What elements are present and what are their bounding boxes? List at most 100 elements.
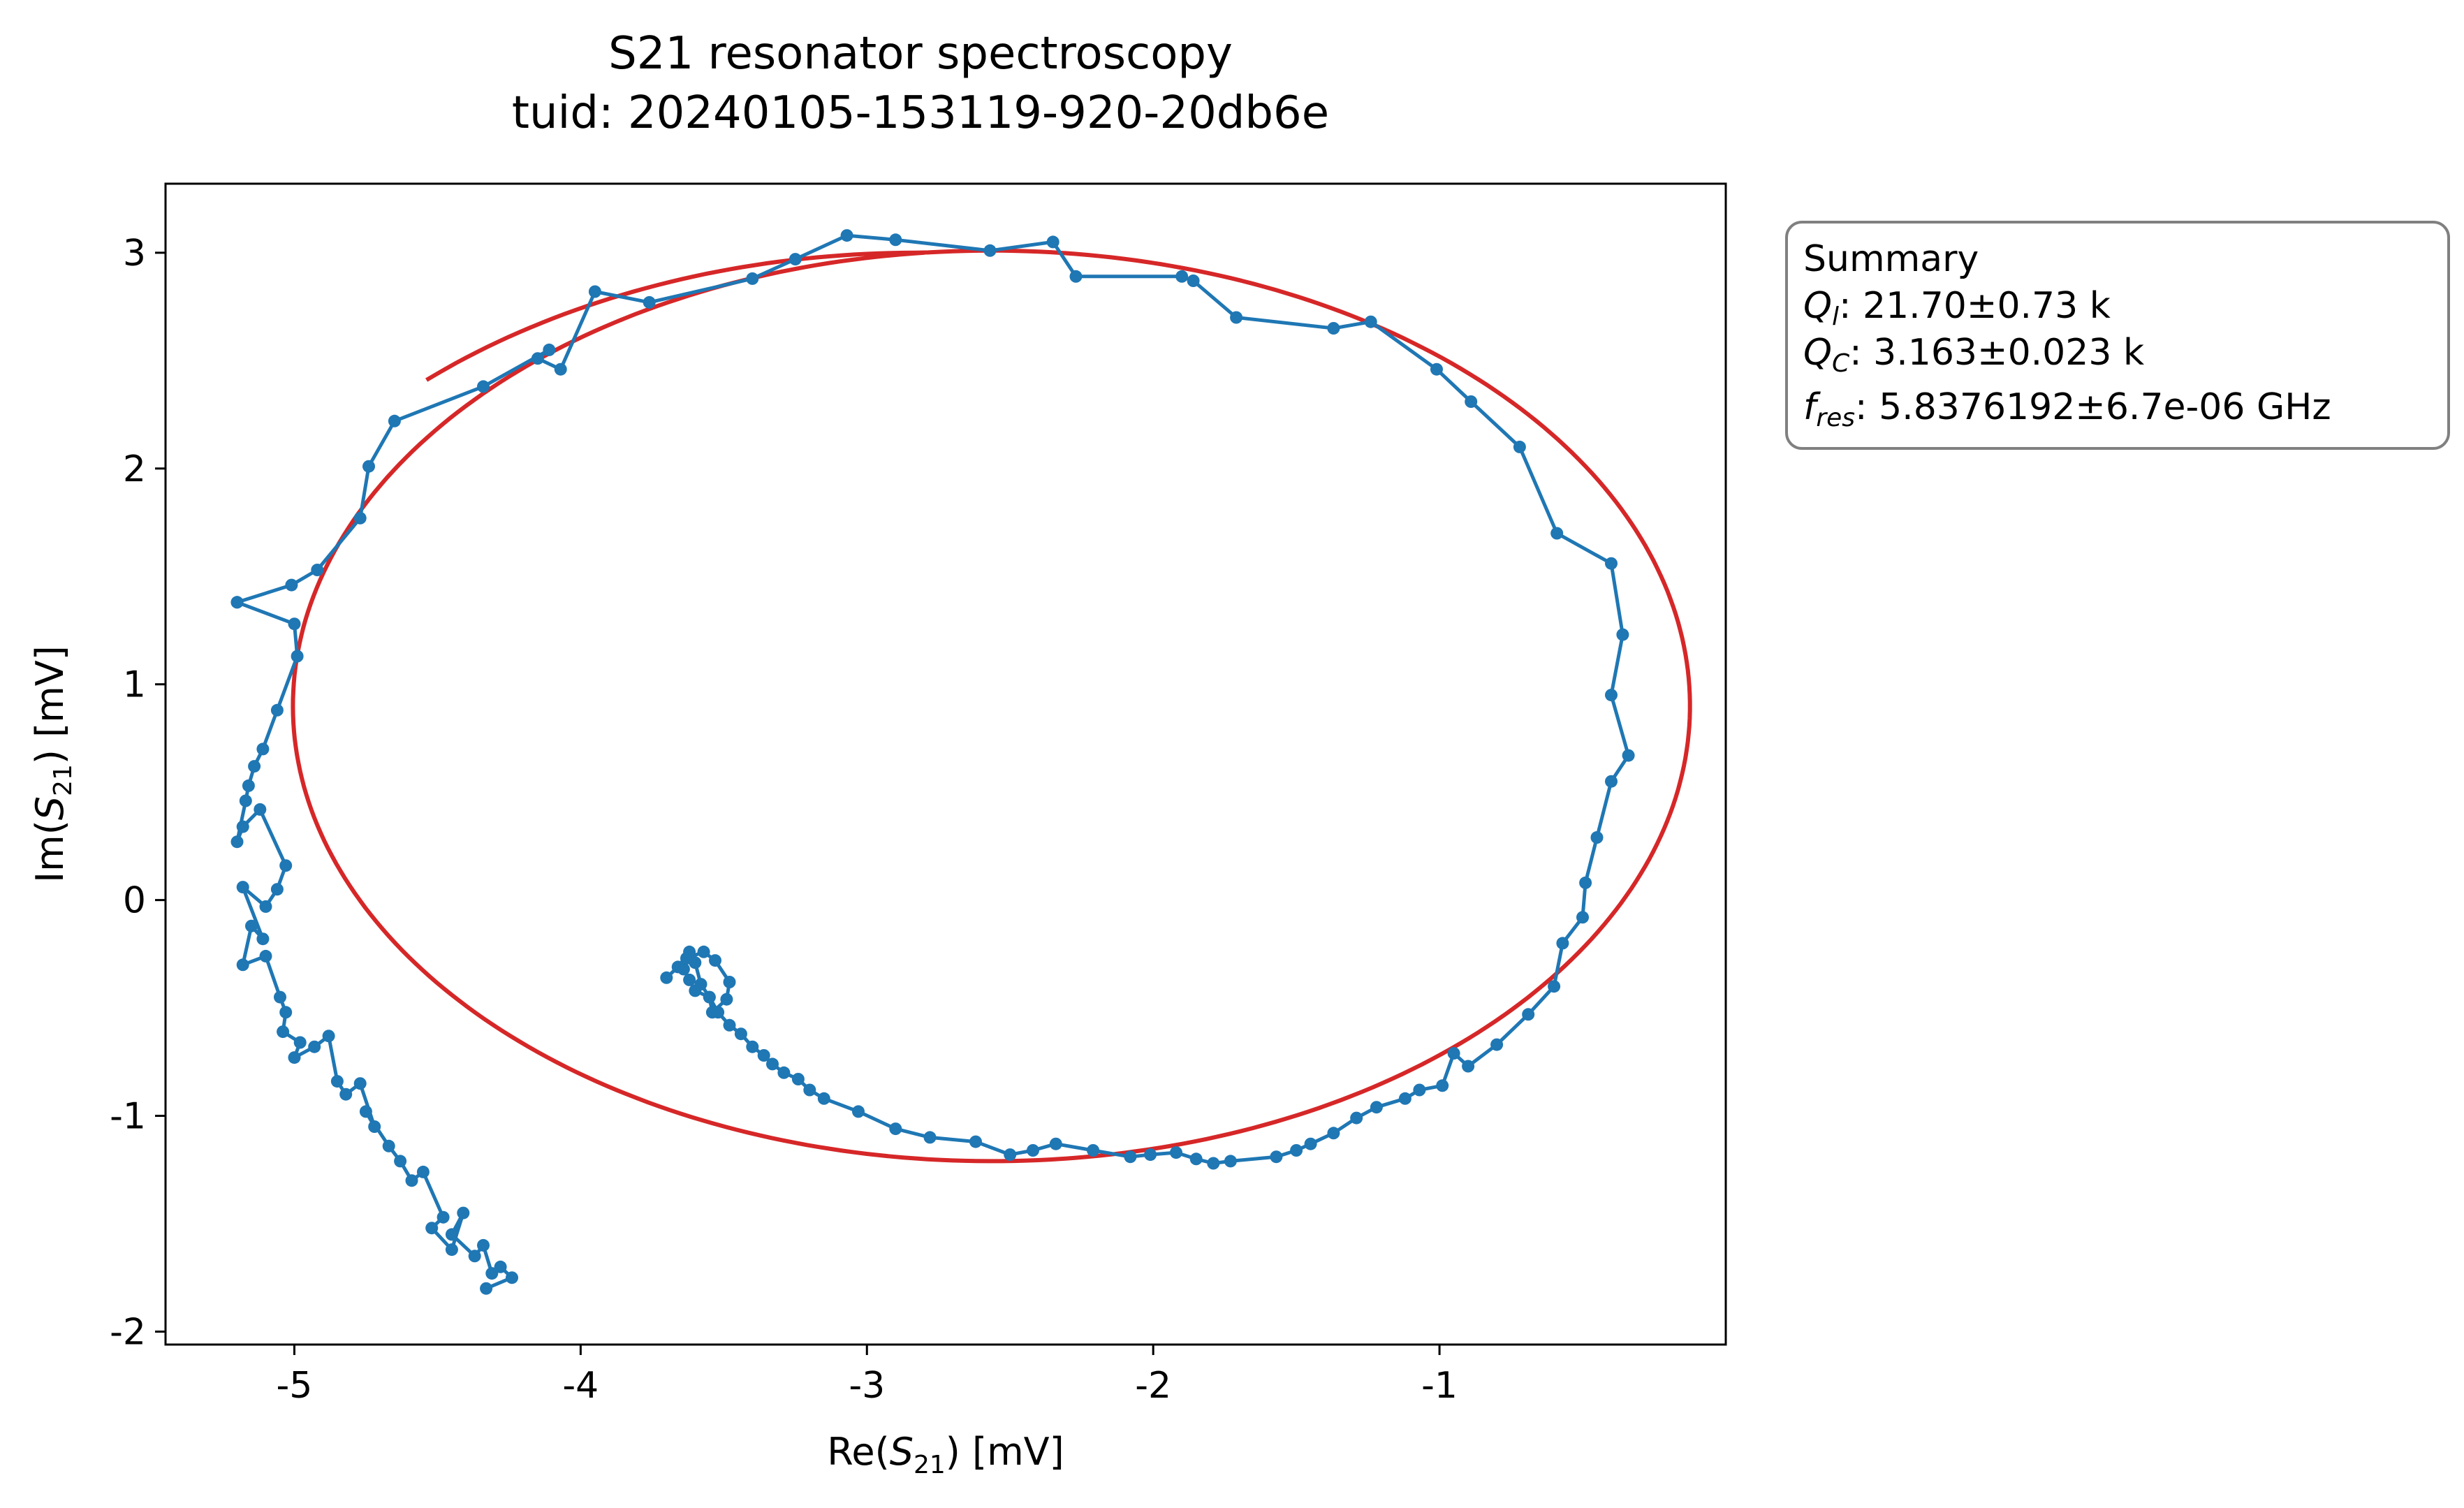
data-point — [279, 859, 293, 872]
data-point — [239, 794, 252, 807]
data-point — [1170, 1146, 1182, 1159]
data-point — [1046, 235, 1059, 249]
data-point — [1447, 1047, 1460, 1060]
data-point — [817, 1092, 830, 1105]
data-point — [588, 285, 601, 298]
data-point — [1189, 1152, 1203, 1166]
data-point — [494, 1260, 507, 1273]
data-point — [293, 1036, 307, 1049]
data-point — [270, 883, 284, 896]
data-point — [983, 244, 997, 257]
y-tick-label: 3 — [123, 233, 146, 274]
data-point — [1465, 395, 1478, 408]
data-point — [230, 596, 244, 609]
fit-curve-layer — [291, 248, 1692, 1164]
plot-area — [230, 229, 1692, 1295]
data-point — [437, 1210, 450, 1224]
data-point — [259, 900, 272, 913]
summary-heading: Summary — [1803, 238, 1979, 280]
data-point — [277, 1025, 290, 1039]
data-point — [1027, 1144, 1039, 1157]
data-point — [1579, 876, 1592, 889]
data-point — [254, 803, 267, 816]
data-point — [660, 971, 673, 984]
data-point — [322, 1030, 335, 1043]
data-point — [279, 1006, 293, 1019]
data-point — [1556, 937, 1569, 950]
data-point — [1462, 1060, 1475, 1073]
data-point — [766, 1057, 779, 1071]
data-point — [803, 1083, 816, 1097]
data-point — [382, 1139, 395, 1152]
data-point — [1522, 1008, 1535, 1021]
data-point — [1605, 557, 1618, 570]
data-point — [288, 617, 301, 631]
data-point — [1049, 1137, 1062, 1150]
data-point — [1490, 1038, 1504, 1051]
data-point — [1513, 440, 1526, 453]
data-point — [242, 779, 255, 792]
data-point — [671, 960, 684, 974]
data-point — [1224, 1155, 1237, 1168]
data-point — [554, 363, 567, 376]
chart-title: S21 resonator spectroscopy — [608, 28, 1233, 80]
x-axis-label: Re(S21) [mV] — [827, 1430, 1064, 1479]
data-point — [1548, 980, 1561, 993]
data-point — [705, 1006, 719, 1019]
data-point — [416, 1165, 430, 1178]
data-point — [1413, 1083, 1426, 1097]
data-point — [1616, 628, 1629, 641]
data-point — [1270, 1150, 1283, 1164]
data-point — [777, 1066, 791, 1079]
data-point — [353, 1077, 367, 1090]
data-point — [485, 1267, 499, 1280]
y-axis-label: Im(S21) [mV] — [28, 645, 78, 883]
data-point — [353, 511, 367, 525]
data-point — [256, 932, 270, 946]
data-point — [1327, 1127, 1340, 1140]
data-point — [1350, 1111, 1363, 1125]
fit-curve — [291, 248, 1692, 1164]
y-tick-label: 2 — [123, 448, 146, 490]
data-point — [445, 1243, 458, 1257]
data-point — [689, 956, 702, 969]
data-point — [330, 1075, 344, 1088]
data-point — [291, 650, 304, 663]
data-point — [683, 973, 696, 986]
data-point — [1004, 1148, 1017, 1162]
data-point — [531, 352, 544, 365]
data-point — [889, 233, 902, 247]
x-tick-label: -2 — [1135, 1365, 1171, 1407]
data-point — [270, 703, 284, 717]
data-point — [923, 1131, 937, 1144]
data-point — [840, 229, 853, 242]
data-point — [405, 1174, 418, 1187]
data-point — [723, 976, 736, 988]
data-point — [288, 1051, 301, 1064]
data-point — [480, 1282, 493, 1295]
data-point — [388, 414, 401, 427]
data-point — [683, 945, 696, 958]
data-point — [969, 1135, 982, 1148]
data-point — [746, 272, 759, 285]
data-point — [1124, 1150, 1137, 1164]
x-tick-label: -5 — [277, 1365, 313, 1407]
data-point — [256, 742, 270, 756]
data-point — [643, 295, 656, 309]
data-point — [703, 990, 716, 1004]
data-point — [339, 1088, 353, 1101]
y-tick-label: -2 — [110, 1311, 146, 1353]
data-point — [1398, 1092, 1411, 1105]
data-point — [236, 881, 249, 894]
summary-box: Summary Ql: 21.70±0.73 k QC: 3.163±0.023… — [1785, 221, 2450, 450]
data-point — [230, 835, 244, 849]
data-point — [368, 1120, 381, 1133]
data-point — [468, 1250, 481, 1263]
data-point — [457, 1206, 470, 1220]
data-point — [723, 1018, 736, 1032]
data-point — [245, 919, 258, 932]
data-point — [1605, 775, 1618, 788]
data-point — [694, 978, 707, 991]
data-point — [1576, 911, 1589, 924]
